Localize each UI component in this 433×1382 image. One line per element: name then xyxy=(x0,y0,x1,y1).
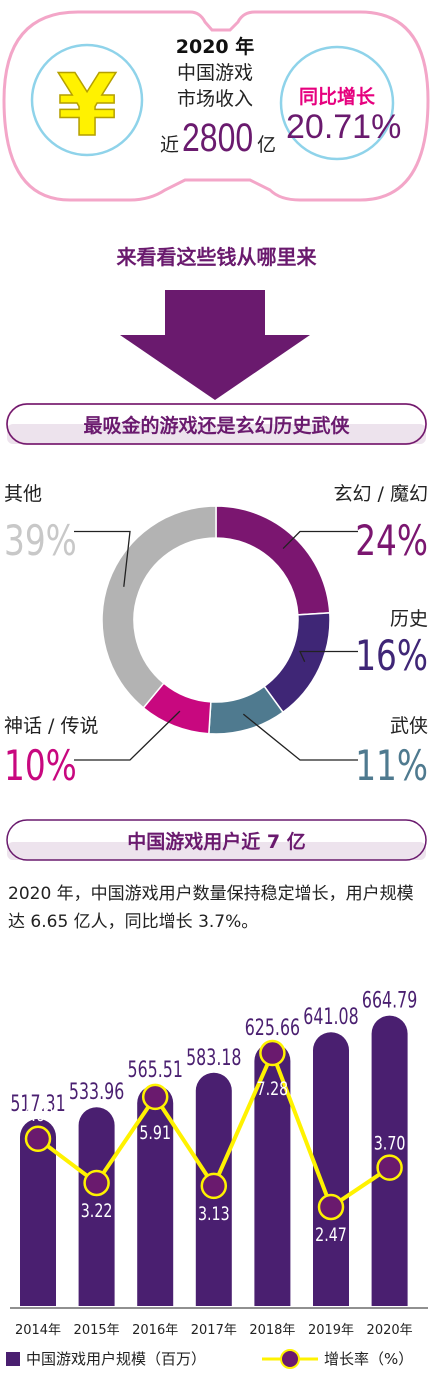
legend-bar-label: 中国游戏用户规模（百万） xyxy=(26,1350,206,1368)
growth-value-label: 2.47 xyxy=(315,1223,347,1246)
revenue-line2: 市场收入 xyxy=(176,88,253,110)
x-tick-label: 2017年 xyxy=(191,1323,237,1338)
x-tick-label: 2016年 xyxy=(132,1323,178,1338)
donut-value-label: 11% xyxy=(355,741,428,790)
legend-point-swatch xyxy=(280,1349,300,1369)
yuan-circle xyxy=(30,43,144,157)
bar xyxy=(137,1085,174,1306)
bar xyxy=(20,1118,56,1306)
banner2-title: 中国游戏用户近 7 亿 xyxy=(127,831,306,853)
revenue-value: 2800 xyxy=(182,116,254,160)
x-tick-label: 2018年 xyxy=(249,1323,295,1338)
banner2-shape xyxy=(6,819,427,861)
growth-value-label: 7.28 xyxy=(257,1077,289,1100)
growth-value: 20.71% xyxy=(286,108,402,146)
donut-category-label: 武侠 xyxy=(390,715,428,737)
growth-point xyxy=(317,1193,345,1221)
x-tick-label: 2020年 xyxy=(367,1323,413,1338)
leader-line xyxy=(74,710,181,761)
donut-slice xyxy=(215,505,331,616)
donut-value-label: 39% xyxy=(4,516,77,565)
section-intro: 来看看这些钱从哪里来 xyxy=(116,245,317,269)
bar-value-label: 625.66 xyxy=(245,1014,300,1040)
bar xyxy=(313,1032,349,1306)
revenue-text: 中国游戏 市场收入 xyxy=(150,60,280,112)
growth-point xyxy=(83,1169,110,1197)
donut-value-label: 16% xyxy=(355,631,428,680)
users-bar-line-chart: 517.31 2014年 533.96 2015年 565.51 2016年 583.18 2… xyxy=(6,987,428,1369)
growth-point xyxy=(24,1125,52,1153)
bar-value-label: 565.51 xyxy=(128,1056,183,1082)
bar-value-label: 583.18 xyxy=(186,1044,241,1070)
growth-label: 同比增长 xyxy=(298,86,375,108)
x-tick-label: 2014年 xyxy=(15,1323,61,1338)
growth-value-label: 4.60 xyxy=(22,1103,54,1126)
banner1-shape xyxy=(6,403,427,445)
revenue-unit: 亿 xyxy=(257,134,277,156)
bar-value-label: 517.31 xyxy=(10,1090,65,1116)
revenue-prefix: 近 xyxy=(160,134,180,156)
x-tick-label: 2019年 xyxy=(308,1323,354,1338)
growth-value-label: 3.70 xyxy=(374,1131,406,1154)
growth-value-label: 5.91 xyxy=(139,1121,171,1144)
growth-point xyxy=(259,1039,286,1067)
year-label: 2020 年 xyxy=(175,36,255,58)
controller-outline xyxy=(2,10,430,202)
bar-value-label: 533.96 xyxy=(69,1079,124,1105)
revenue-line1: 中国游戏 xyxy=(176,62,253,84)
banner1-title: 最吸金的游戏还是玄幻历史武侠 xyxy=(83,415,350,437)
donut-slice xyxy=(263,612,331,714)
yuan-icon: ¥ xyxy=(57,56,117,156)
growth-point xyxy=(200,1172,228,1200)
donut-slice xyxy=(101,505,217,709)
bar-value-label: 664.79 xyxy=(362,987,417,1013)
leader-line xyxy=(282,530,358,550)
growth-circle xyxy=(279,45,395,161)
legend-bar-swatch xyxy=(6,1352,20,1366)
header-graphic: ¥ xyxy=(2,10,430,202)
down-arrow-icon xyxy=(120,290,310,400)
bar-value-label: 641.08 xyxy=(303,1004,358,1030)
x-tick-label: 2015年 xyxy=(74,1323,120,1338)
donut-category-label: 神话 / 传说 xyxy=(4,715,98,737)
growth-value-label: 3.13 xyxy=(198,1202,230,1225)
donut-value-label: 24% xyxy=(355,516,428,565)
leader-line xyxy=(242,713,358,761)
donut-category-label: 玄幻 / 魔幻 xyxy=(334,483,428,505)
body-text: 2020 年，中国游戏用户数量保持稳定增长，用户规模达 6.65 亿人，同比增长… xyxy=(8,884,414,932)
bar xyxy=(254,1043,291,1306)
growth-point xyxy=(141,1083,169,1111)
donut-category-label: 历史 xyxy=(390,608,428,630)
donut-category-label: 其他 xyxy=(4,483,42,505)
growth-point xyxy=(376,1154,403,1181)
revenue-value-row: 近 2800 亿 xyxy=(160,116,280,166)
leader-line xyxy=(74,530,131,587)
bar xyxy=(78,1107,115,1306)
growth-value-label: 3.22 xyxy=(81,1199,113,1222)
donut-value-label: 10% xyxy=(4,741,77,790)
legend-line-label: 增长率（%） xyxy=(324,1350,413,1368)
leader-line xyxy=(298,650,358,662)
